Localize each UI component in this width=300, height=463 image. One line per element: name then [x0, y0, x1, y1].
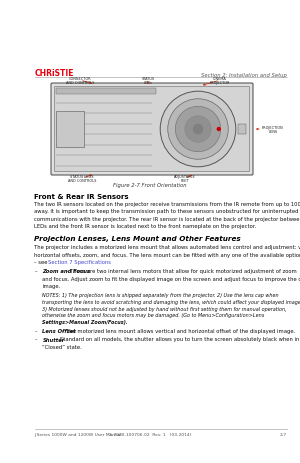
Text: –: –: [34, 337, 37, 342]
Text: CHRiSTIE: CHRiSTIE: [34, 69, 74, 78]
Bar: [56, 112, 84, 148]
FancyBboxPatch shape: [51, 84, 253, 175]
Text: –: –: [34, 269, 37, 274]
Text: Projection Lenses, Lens Mount and Other Features: Projection Lenses, Lens Mount and Other …: [34, 236, 241, 242]
Text: – see: – see: [34, 259, 50, 264]
Circle shape: [160, 92, 236, 168]
Text: away. It is important to keep the transmission path to these sensors unobstructe: away. It is important to keep the transm…: [34, 209, 299, 214]
Circle shape: [175, 107, 221, 152]
Text: transporting the lens to avoid scratching and damaging the lens, which could aff: transporting the lens to avoid scratchin…: [43, 299, 300, 304]
Text: Section 7 Specifications: Section 7 Specifications: [49, 259, 112, 264]
Text: communications with the projector. The rear IR sensor is located at the back of : communications with the projector. The r…: [34, 217, 300, 221]
Text: J Series 1000W and 1200W User Manual: J Series 1000W and 1200W User Manual: [34, 432, 122, 436]
Text: STATUS LEDS
AND CONTROLS: STATUS LEDS AND CONTROLS: [68, 175, 96, 183]
Text: Front & Rear IR Sensors: Front & Rear IR Sensors: [34, 194, 129, 200]
Text: Lens Offset: Lens Offset: [43, 328, 76, 333]
Circle shape: [168, 100, 228, 160]
Text: ADJUSTABLE
FEET: ADJUSTABLE FEET: [174, 175, 196, 183]
Text: otherwise the zoom and focus motors may be damaged. (Go to Menu>Configuration>Le: otherwise the zoom and focus motors may …: [43, 313, 265, 318]
Text: 3) Motorized lenses should not be adjusted by hand without first setting them fo: 3) Motorized lenses should not be adjust…: [43, 306, 287, 311]
Text: The two IR sensors located on the projector receive transmissions from the IR re: The two IR sensors located on the projec…: [34, 201, 300, 206]
Text: 2-7: 2-7: [279, 432, 286, 436]
Text: Shutter: Shutter: [43, 337, 65, 342]
Text: NOTES: 1) The projection lens is shipped separately from the projector. 2) Use t: NOTES: 1) The projection lens is shipped…: [43, 292, 279, 297]
Bar: [56, 89, 156, 95]
Circle shape: [217, 127, 221, 132]
FancyBboxPatch shape: [55, 88, 250, 172]
Circle shape: [185, 117, 211, 143]
Text: Zoom and Focus: Zoom and Focus: [43, 269, 91, 274]
Text: image.: image.: [43, 284, 61, 289]
Text: “Closed” state.: “Closed” state.: [43, 344, 82, 349]
Text: – There are two internal lens motors that allow for quick motorized adjustment o: – There are two internal lens motors tha…: [64, 269, 297, 274]
Text: – Standard on all models, the shutter allows you to turn the screen absolutely b: – Standard on all models, the shutter al…: [53, 337, 300, 342]
Text: LEDs and the front IR sensor is located next to the front nameplate on the proje: LEDs and the front IR sensor is located …: [34, 224, 256, 229]
Text: and focus. Adjust zoom to fit the displayed image on the screen and adjust focus: and focus. Adjust zoom to fit the displa…: [43, 276, 300, 282]
Text: The projector includes a motorized lens mount that allows automated lens control: The projector includes a motorized lens …: [34, 244, 300, 250]
Text: Section 2: Installation and Setup: Section 2: Installation and Setup: [201, 73, 286, 78]
Bar: [238, 125, 246, 135]
Circle shape: [192, 124, 204, 135]
Text: –: –: [34, 328, 37, 333]
Text: CINEMA
PROJECTOR: CINEMA PROJECTOR: [210, 76, 230, 85]
Text: horizontal offsets, zoom, and focus. The lens mount can be fitted with any one o: horizontal offsets, zoom, and focus. The…: [34, 252, 300, 257]
Text: Settings>Manual Zoom/Focus).: Settings>Manual Zoom/Focus).: [43, 319, 128, 325]
Text: CONNECTOR
AND CONTROLS: CONNECTOR AND CONTROLS: [66, 76, 94, 85]
Text: 2-7020-100706-02  Rev. 1   (03-2014): 2-7020-100706-02 Rev. 1 (03-2014): [109, 432, 191, 436]
Text: – The motorized lens mount allows vertical and horizontal offset of the displaye: – The motorized lens mount allows vertic…: [61, 328, 296, 333]
Text: PROJECTION
LENS: PROJECTION LENS: [262, 125, 283, 134]
Text: Figure 2-7 Front Orientation: Figure 2-7 Front Orientation: [113, 182, 187, 188]
Text: STATUS
LEDs: STATUS LEDs: [141, 76, 154, 85]
